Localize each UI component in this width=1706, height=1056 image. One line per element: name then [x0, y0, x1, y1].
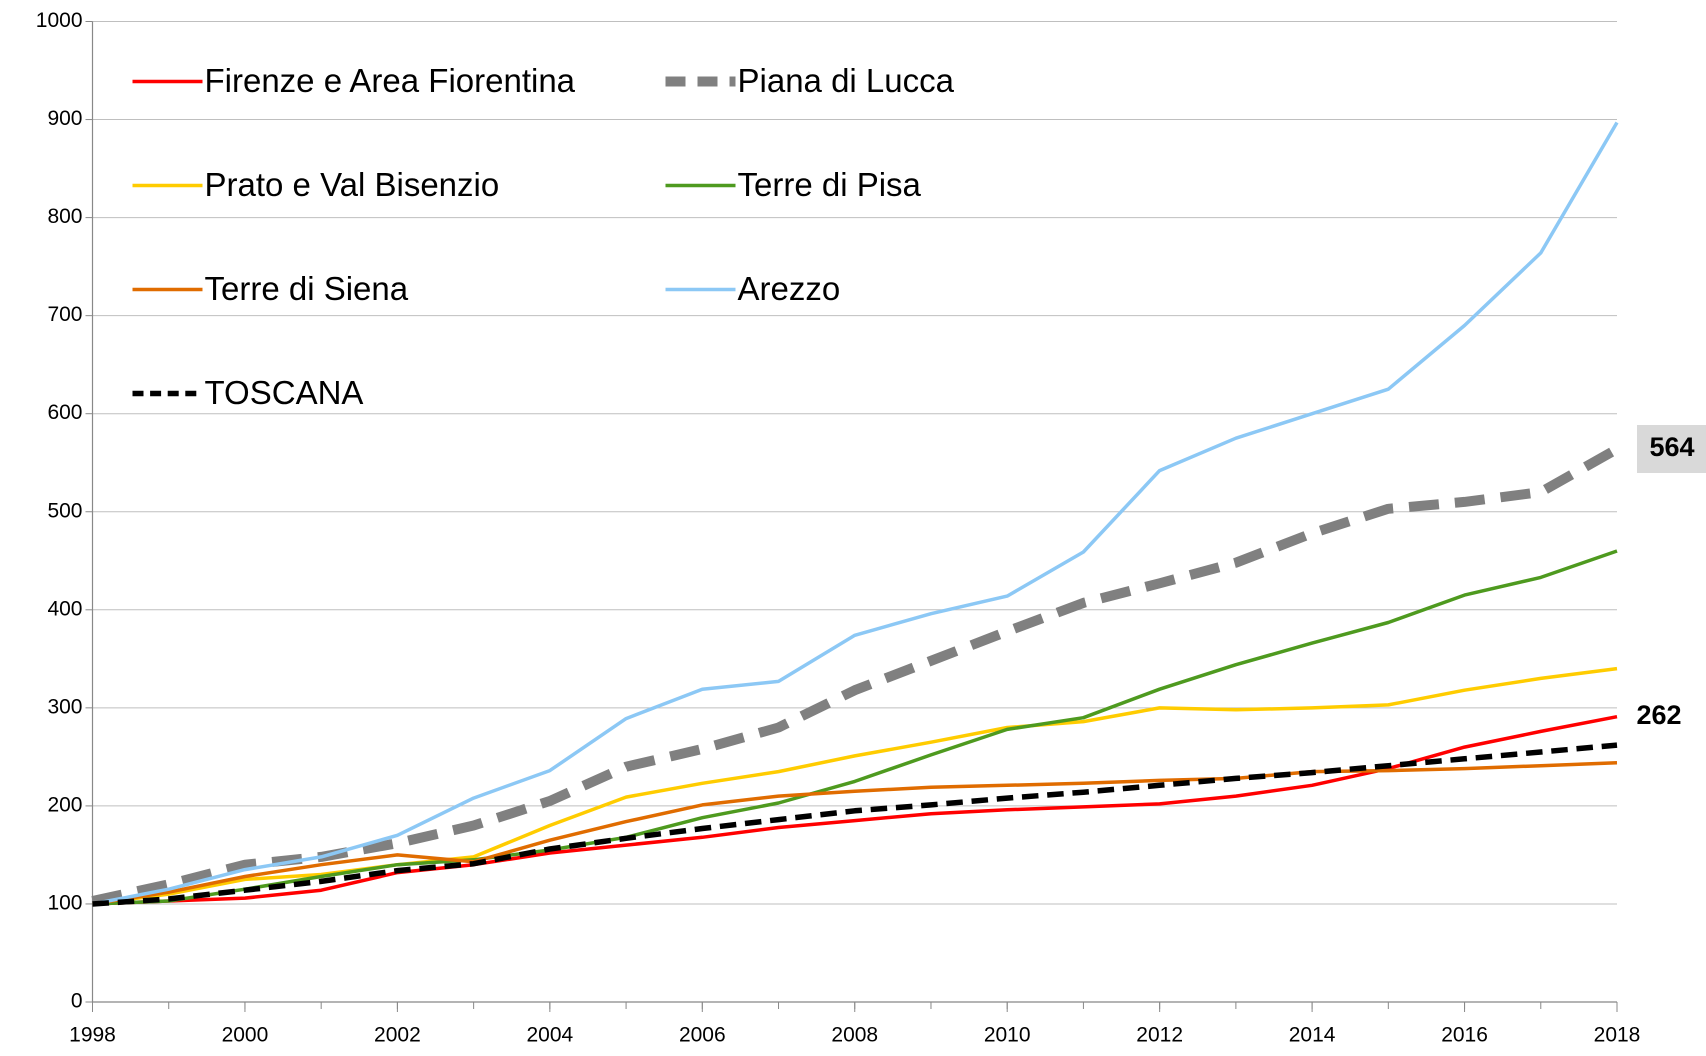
y-tick-label: 100: [47, 891, 82, 914]
x-tick-label: 2002: [374, 1024, 421, 1047]
x-tick-label: 2000: [222, 1024, 269, 1047]
x-tick-label: 2016: [1441, 1024, 1488, 1047]
y-tick-label: 600: [47, 401, 82, 424]
legend-label: Terre di Siena: [205, 270, 409, 307]
y-tick-label: 300: [47, 695, 82, 718]
y-tick-label: 400: [47, 597, 82, 620]
x-tick-label: 2006: [679, 1024, 726, 1047]
series-line: [91, 444, 1620, 906]
y-tick-label: 0: [71, 990, 83, 1013]
x-tick-label: 2004: [526, 1024, 573, 1047]
legend-label: Terre di Pisa: [738, 166, 922, 203]
y-tick-label: 700: [47, 303, 82, 326]
y-tick-label: 500: [47, 499, 82, 522]
y-tick-label: 800: [47, 205, 82, 228]
x-tick-label: 2010: [984, 1024, 1031, 1047]
x-tick-label: 2008: [831, 1024, 878, 1047]
data-label-box: [1637, 424, 1706, 473]
series-line: [92, 549, 1618, 906]
x-tick-label: 2012: [1136, 1024, 1183, 1047]
x-tick-label: 1998: [69, 1024, 116, 1047]
data-label: 564: [1649, 432, 1694, 462]
y-tick-label: 900: [47, 107, 82, 130]
series-line: [92, 714, 1618, 906]
legend-label: Prato e Val Bisenzio: [205, 166, 500, 203]
series-line: [92, 742, 1618, 907]
legend-label: Arezzo: [738, 270, 841, 307]
y-tick-label: 1000: [36, 9, 83, 32]
series-line: [92, 666, 1618, 906]
x-tick-label: 2014: [1289, 1024, 1336, 1047]
legend-label: TOSCANA: [205, 374, 364, 411]
legend: Firenze e Area Fiorentina Piana di Lucca P…: [132, 62, 955, 411]
x-tick-label: 2018: [1594, 1024, 1641, 1047]
legend-label: Piana di Lucca: [738, 62, 955, 99]
legend-label: Firenze e Area Fiorentina: [205, 62, 576, 99]
y-tick-label: 200: [47, 793, 82, 816]
series-line: [92, 761, 1618, 906]
data-label: 262: [1636, 700, 1681, 730]
series-line: [92, 121, 1619, 906]
